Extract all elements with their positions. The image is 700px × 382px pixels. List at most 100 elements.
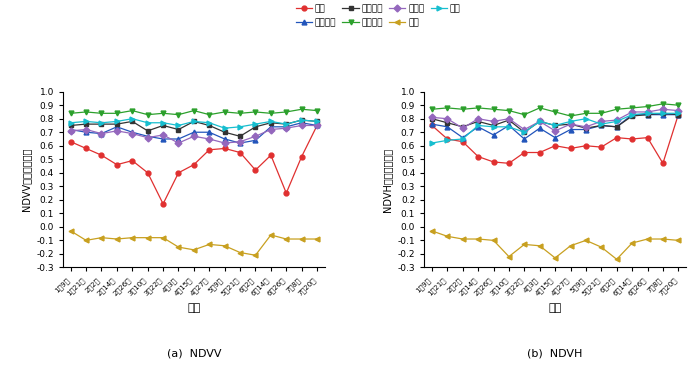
Y-axis label: NDVH后向散射系数: NDVH后向散射系数 <box>382 147 392 212</box>
水域 <box>428 228 436 233</box>
香蕉园地 <box>97 111 106 116</box>
水域 <box>505 254 513 259</box>
橡胶园地 <box>536 119 544 124</box>
Line: 香蕉园地: 香蕉园地 <box>430 101 680 118</box>
X-axis label: 时间: 时间 <box>188 303 200 312</box>
橡胶园地 <box>82 122 90 126</box>
水域 <box>174 245 183 249</box>
橡胶园地 <box>612 125 621 129</box>
早稻 <box>659 161 667 166</box>
其他 <box>628 112 636 117</box>
建筑物 <box>597 119 606 124</box>
橡胶园地 <box>205 123 214 128</box>
早地作物 <box>582 127 590 132</box>
Line: 香蕉园地: 香蕉园地 <box>69 107 319 117</box>
建筑物 <box>520 127 528 132</box>
早地作物 <box>66 127 75 132</box>
香蕉园地 <box>144 112 152 117</box>
水域 <box>536 243 544 248</box>
其他 <box>190 119 198 124</box>
橡胶园地 <box>113 122 121 126</box>
Legend: 早稻, 早地作物, 橡胶园地, 香蕉园地, 建筑物, 水域, 其他: 早稻, 早地作物, 橡胶园地, 香蕉园地, 建筑物, 水域, 其他 <box>295 5 461 27</box>
建筑物 <box>97 131 106 136</box>
水域 <box>597 245 606 249</box>
早稻 <box>536 150 544 155</box>
早地作物 <box>536 126 544 131</box>
建筑物 <box>174 141 183 145</box>
香蕉园地 <box>66 111 75 116</box>
水域 <box>520 242 528 247</box>
早地作物 <box>220 137 229 141</box>
建筑物 <box>612 118 621 122</box>
其他 <box>643 111 652 116</box>
早地作物 <box>313 123 321 128</box>
建筑物 <box>113 129 121 133</box>
橡胶园地 <box>251 125 260 129</box>
其他 <box>428 141 436 145</box>
其他 <box>159 120 167 125</box>
早地作物 <box>282 125 290 129</box>
橡胶园地 <box>628 114 636 118</box>
Line: 建筑物: 建筑物 <box>430 107 680 133</box>
早稻 <box>428 123 436 128</box>
早稻 <box>582 144 590 148</box>
建筑物 <box>159 133 167 137</box>
Line: 早稻: 早稻 <box>69 123 319 206</box>
建筑物 <box>489 119 498 124</box>
水域 <box>97 235 106 240</box>
橡胶园地 <box>144 129 152 133</box>
其他 <box>282 122 290 126</box>
早稻 <box>174 170 183 175</box>
其他 <box>144 120 152 125</box>
水域 <box>489 238 498 243</box>
Line: 建筑物: 建筑物 <box>69 123 319 146</box>
其他 <box>220 126 229 131</box>
香蕉园地 <box>643 104 652 109</box>
建筑物 <box>66 129 75 133</box>
建筑物 <box>220 141 229 145</box>
早地作物 <box>267 125 275 129</box>
橡胶园地 <box>66 123 75 128</box>
早地作物 <box>566 127 575 132</box>
建筑物 <box>536 119 544 124</box>
其他 <box>582 117 590 121</box>
香蕉园地 <box>443 105 452 110</box>
其他 <box>458 137 467 141</box>
其他 <box>474 123 482 128</box>
早地作物 <box>597 123 606 128</box>
Line: 早地作物: 早地作物 <box>69 120 319 146</box>
早稻 <box>674 112 682 117</box>
香蕉园地 <box>536 105 544 110</box>
建筑物 <box>628 110 636 114</box>
橡胶园地 <box>159 123 167 128</box>
早稻 <box>236 150 244 155</box>
早地作物 <box>489 133 498 137</box>
水域 <box>220 243 229 248</box>
早稻 <box>551 144 559 148</box>
香蕉园地 <box>597 111 606 116</box>
早地作物 <box>128 130 136 134</box>
早地作物 <box>443 125 452 129</box>
水域 <box>251 253 260 257</box>
早稻 <box>97 153 106 157</box>
橡胶园地 <box>174 127 183 132</box>
早稻 <box>220 146 229 151</box>
建筑物 <box>428 115 436 120</box>
香蕉园地 <box>520 112 528 117</box>
早地作物 <box>674 112 682 117</box>
Y-axis label: NDVV后向散射系数: NDVV后向散射系数 <box>21 148 31 211</box>
香蕉园地 <box>220 110 229 114</box>
其他 <box>505 125 513 129</box>
建筑物 <box>443 117 452 121</box>
香蕉园地 <box>551 110 559 114</box>
橡胶园地 <box>298 118 306 122</box>
水域 <box>113 237 121 241</box>
早地作物 <box>474 125 482 129</box>
Line: 其他: 其他 <box>430 111 680 146</box>
水域 <box>66 228 75 233</box>
香蕉园地 <box>489 107 498 112</box>
早稻 <box>144 170 152 175</box>
水域 <box>144 235 152 240</box>
早稻 <box>82 146 90 151</box>
水域 <box>458 237 467 241</box>
